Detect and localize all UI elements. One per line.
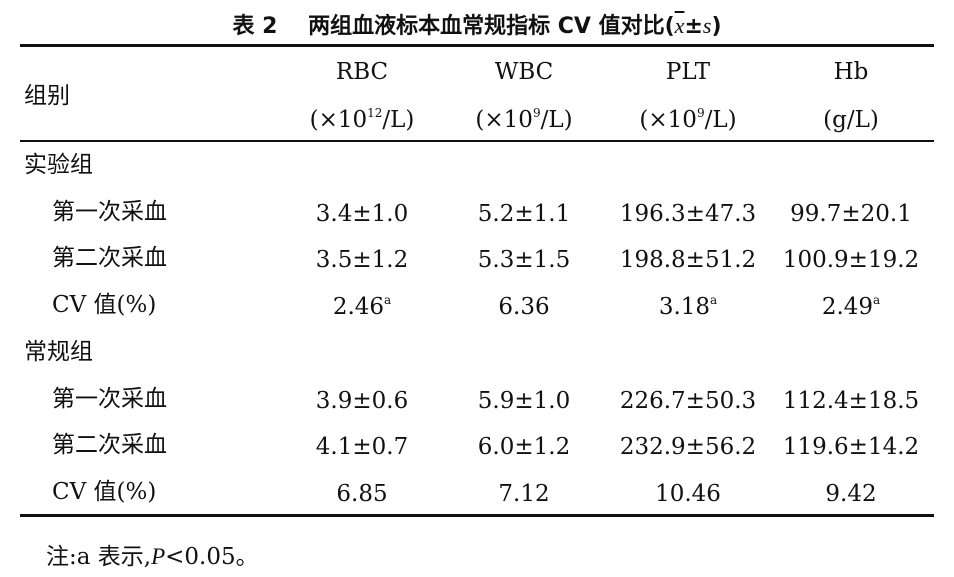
table-cell: 2.46a	[332, 293, 392, 320]
table-cell: 198.8±51.2	[619, 247, 757, 273]
caption-open: (	[664, 14, 675, 39]
group-name-experimental: 实验组	[24, 152, 93, 178]
row-label: CV 值(%)	[52, 479, 157, 505]
group-name-routine: 常规组	[24, 339, 93, 365]
table-cell: 3.9±0.6	[315, 388, 409, 414]
table-cell: 10.46	[655, 481, 721, 507]
row-label: CV 值(%)	[52, 292, 157, 318]
col-name-hb: Hb	[833, 59, 869, 85]
caption-s: s	[702, 13, 712, 38]
col-name-plt: PLT	[665, 59, 711, 85]
row-label: 第一次采血	[52, 199, 167, 225]
table-cell: 5.3±1.5	[477, 247, 571, 273]
caption-pm: ±	[684, 14, 703, 39]
table-cell: 5.9±1.0	[477, 388, 571, 414]
row-label: 第一次采血	[52, 386, 167, 412]
col-unit-wbc: (×109/L)	[475, 106, 573, 133]
footnote-p: P	[151, 544, 166, 569]
table-cell: 2.49a	[821, 293, 881, 320]
table-cell: 119.6±14.2	[782, 434, 920, 460]
table-cell: 3.5±1.2	[315, 247, 409, 273]
table-caption: 表 2 两组血液标本血常规指标 CV 值对比(x±s)	[0, 8, 954, 40]
table-cell: 3.18a	[658, 293, 718, 320]
top-rule	[20, 44, 934, 47]
table-cell: 5.2±1.1	[477, 201, 571, 227]
table-cell: 232.9±56.2	[619, 434, 757, 460]
caption-label: 表 2	[232, 14, 278, 39]
table-cell: 196.3±47.3	[619, 201, 757, 227]
table-cell: 4.1±0.7	[315, 434, 409, 460]
table-footnote: 注:a 表示,P<0.05。	[46, 537, 259, 571]
col-unit-hb: (g/L)	[823, 107, 879, 133]
col-name-rbc: RBC	[335, 59, 389, 85]
table-cell: 9.42	[825, 481, 877, 507]
table-cell: 100.9±19.2	[782, 247, 920, 273]
header-rule	[20, 140, 934, 142]
table-cell: 7.12	[498, 481, 550, 507]
table-cell: 6.85	[336, 481, 388, 507]
row-label: 第二次采血	[52, 245, 167, 271]
table-cell: 3.4±1.0	[315, 201, 409, 227]
table-cell: 226.7±50.3	[619, 388, 757, 414]
footnote-prefix: 注:a 表示,	[46, 544, 152, 570]
col-unit-rbc: (×1012/L)	[309, 106, 415, 133]
caption-title: 两组血液标本血常规指标 CV 值对比	[308, 14, 665, 39]
row-label: 第二次采血	[52, 432, 167, 458]
bottom-rule	[20, 514, 934, 517]
footnote-suffix: <0.05。	[165, 544, 259, 570]
table-cell: 6.36	[498, 294, 550, 320]
header-group-label: 组别	[24, 83, 70, 109]
table-cell: 6.0±1.2	[477, 434, 571, 460]
table-cell: 112.4±18.5	[782, 388, 920, 414]
col-name-wbc: WBC	[494, 59, 554, 85]
caption-xbar: x	[674, 13, 685, 38]
caption-close: )	[711, 14, 722, 39]
col-unit-plt: (×109/L)	[639, 106, 737, 133]
table-cell: 99.7±20.1	[790, 201, 912, 227]
